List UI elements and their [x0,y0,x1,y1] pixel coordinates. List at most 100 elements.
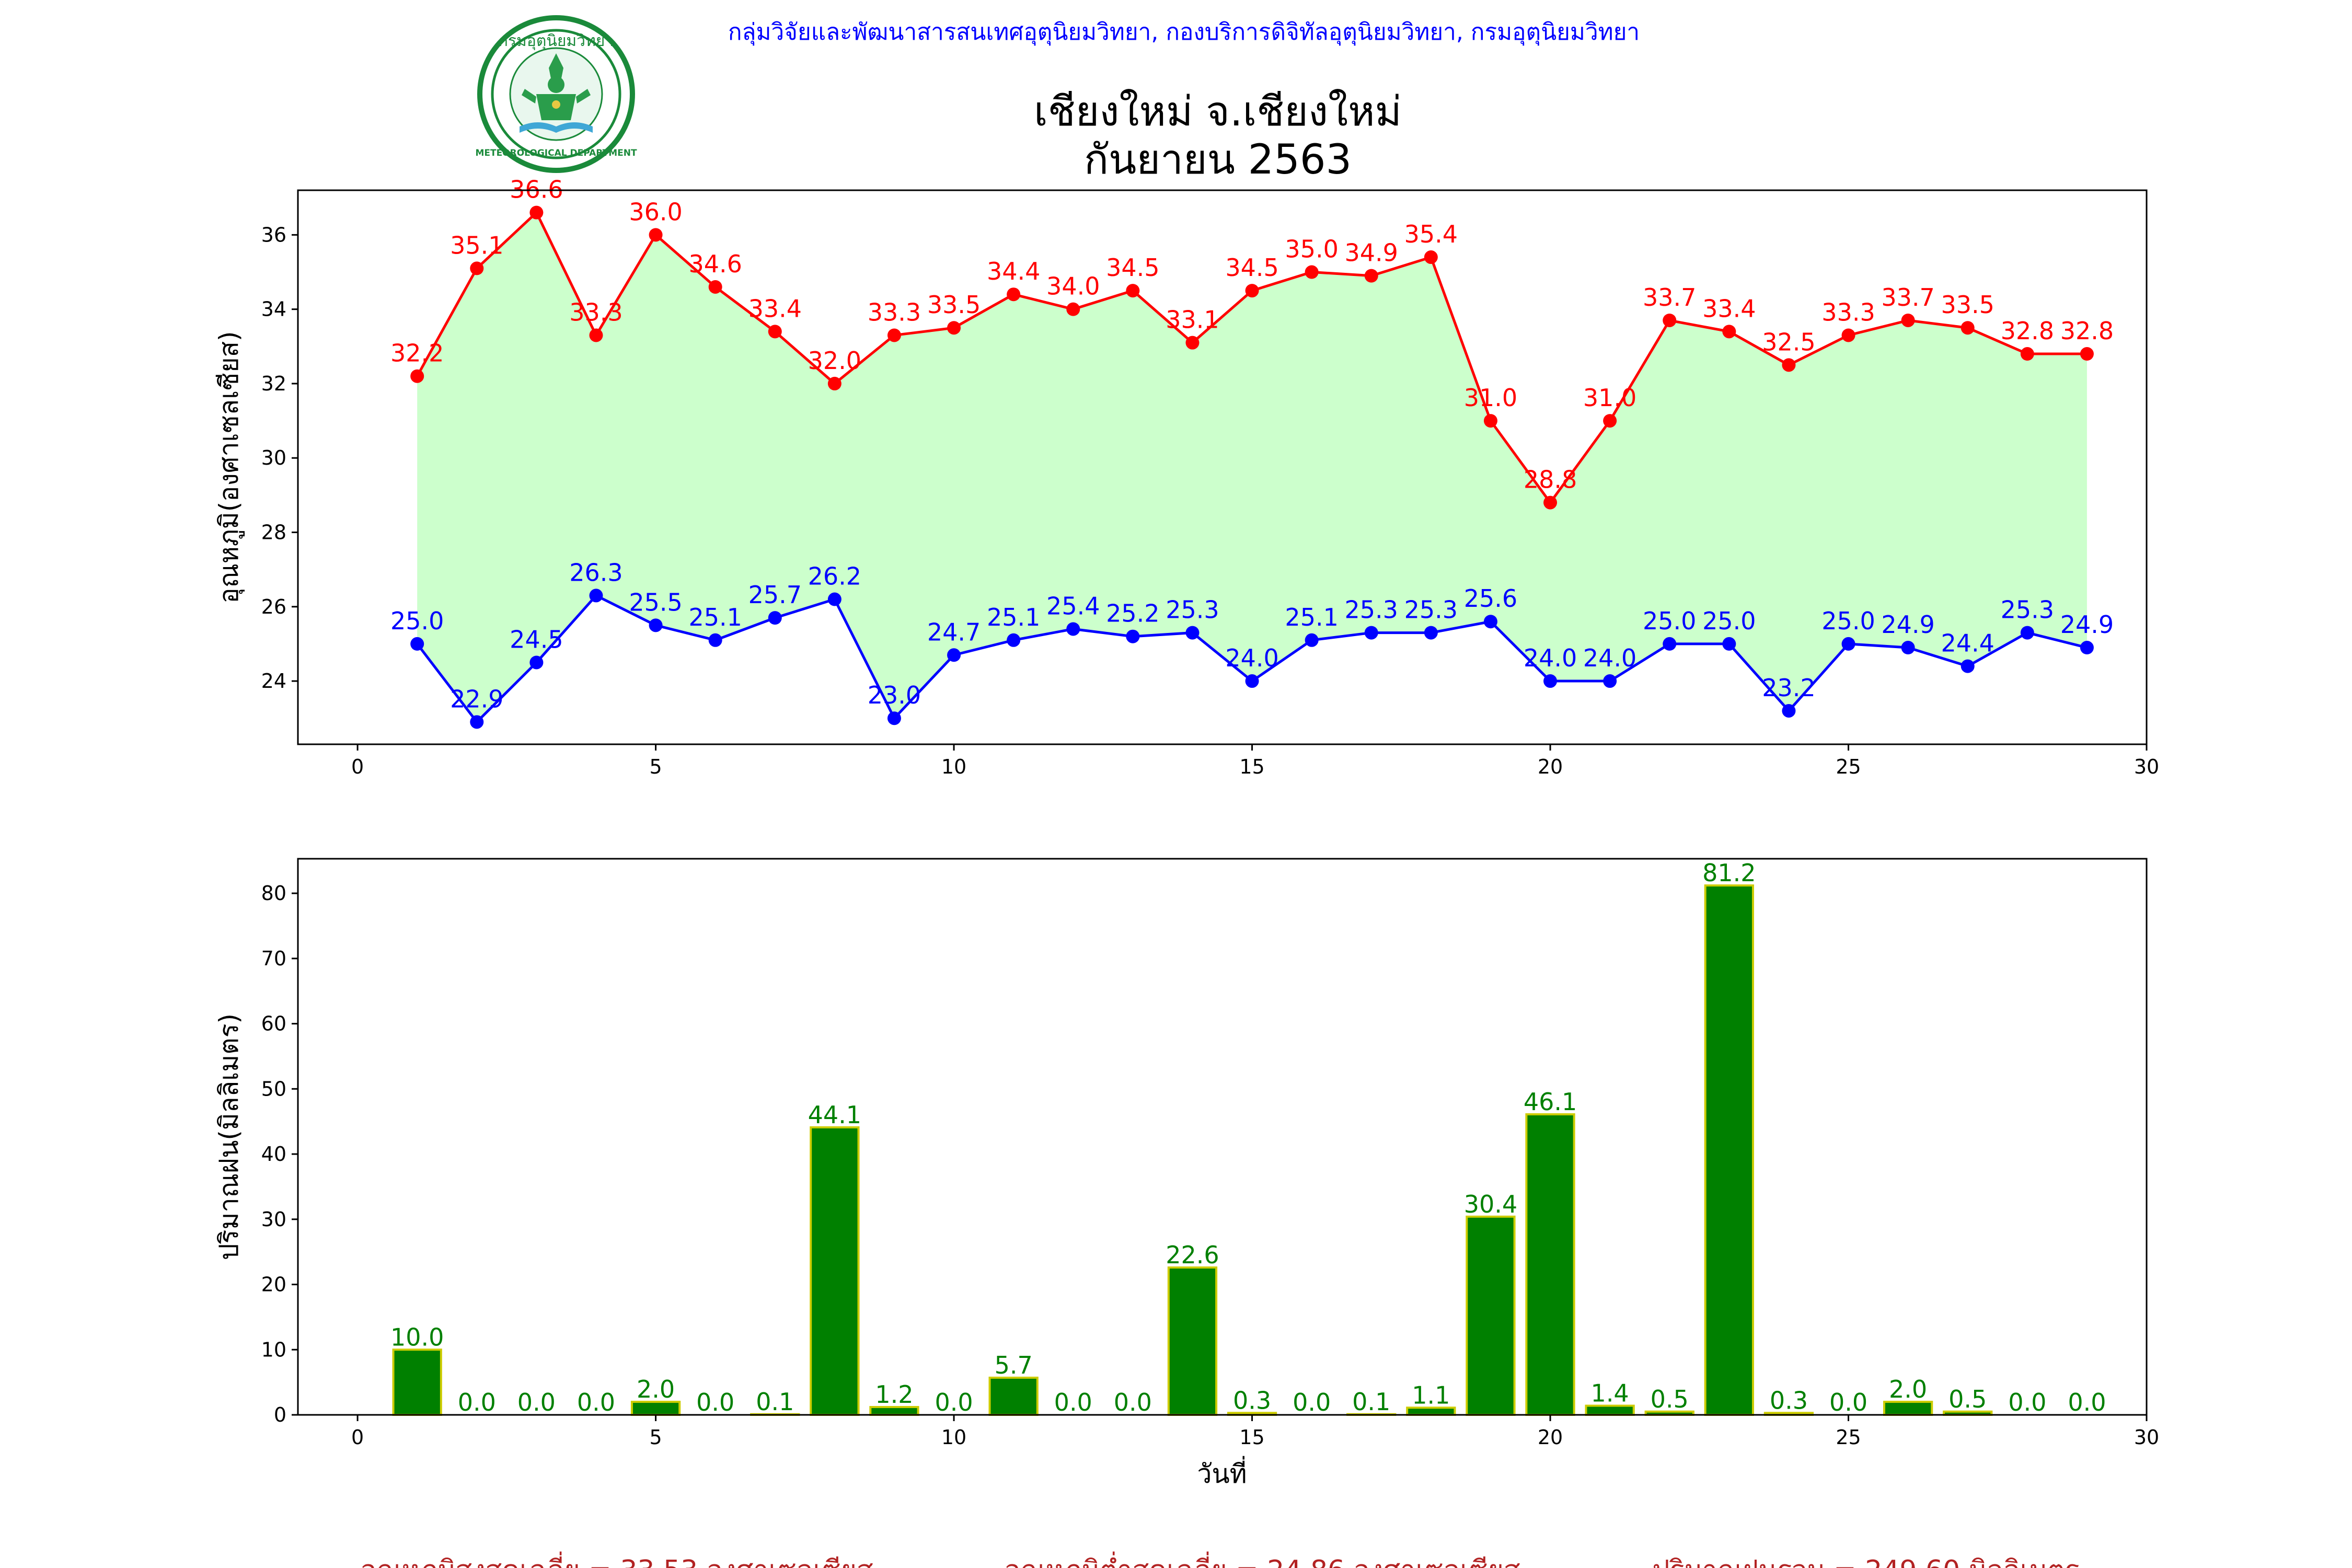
max-temp-label: 32.0 [808,347,861,375]
max-temp-label: 33.3 [1821,298,1875,326]
min-temp-point [1245,674,1259,688]
temperature-plot-frame [297,189,2148,745]
footer-avg-max-temperature: อุณหภูมิสูงสุดเฉลี่ย = 33.53 องศาเซลเซีย… [360,1551,873,1568]
rainfall-value-label: 2.0 [637,1375,675,1403]
rainfall-x-axis-label: วันที่ [1197,1456,1247,1489]
rainfall-value-label: 0.0 [935,1388,973,1416]
min-temp-label: 24.9 [2060,610,2114,639]
min-temp-point [1424,626,1438,640]
min-temp-label: 26.2 [808,562,861,591]
temperature-x-tick-label: 10 [941,755,966,778]
min-temp-label: 22.9 [450,685,503,713]
min-temp-point [1185,626,1200,640]
max-temp-point [1305,265,1319,279]
rainfall-y-tick-label: 80 [261,882,286,905]
min-temp-point [470,715,484,729]
rainfall-value-label: 30.4 [1464,1190,1517,1218]
min-temp-label: 25.5 [629,588,682,616]
min-temp-label: 25.3 [1345,596,1398,624]
max-temp-point [1245,284,1259,298]
temperature-x-tick-label: 20 [1538,755,1563,778]
min-temp-label: 25.6 [1464,584,1517,613]
rainfall-value-label: 0.0 [458,1388,496,1416]
min-temp-point [1603,674,1617,688]
rainfall-x-tick-label: 30 [2134,1426,2159,1449]
max-temp-label: 34.9 [1345,239,1398,267]
rainfall-x-tick-label: 20 [1538,1426,1563,1449]
max-temp-label: 35.1 [450,231,503,259]
rainfall-value-label: 1.1 [1412,1381,1450,1409]
min-temp-point [529,655,544,670]
max-temp-point [768,325,782,339]
rainfall-chart: 10.0 0.0 0.0 0.0 2.0 0.0 0.1 44.1 1.2 0.0 5.7 0.0 0.… [214,858,2159,1489]
min-temp-point [1364,626,1378,640]
min-temp-point [1305,633,1319,647]
max-temp-point [947,321,961,335]
max-temp-point [827,376,841,390]
max-temp-point [1424,250,1438,264]
temperature-y-tick-label: 30 [261,446,286,469]
rainfall-value-label: 10.0 [390,1323,444,1351]
rainfall-x-tick-label: 0 [351,1426,364,1449]
max-temp-point [1364,269,1378,283]
rainfall-value-label: 0.0 [696,1388,734,1416]
rainfall-bar [810,1126,860,1416]
max-temp-point [1126,284,1140,298]
max-temp-label: 32.2 [390,339,444,367]
min-temp-label: 25.1 [688,603,742,631]
rainfall-value-label: 22.6 [1166,1241,1219,1269]
max-temp-point [1722,325,1736,339]
logo-seal-text-top: กรมอุตุนิยมวิทยา [499,32,614,51]
rainfall-value-label: 0.0 [577,1388,615,1416]
rainfall-value-label: 44.1 [808,1101,861,1129]
min-temp-point [768,611,782,625]
temperature-chart: 32.235.136.633.336.034.633.432.033.3 33.5… [214,176,2159,778]
rainfall-value-label: 0.3 [1233,1386,1271,1414]
rainfall-value-label: 1.4 [1591,1379,1629,1408]
min-temp-point [1841,637,1855,651]
rainfall-value-label: 0.0 [517,1388,556,1416]
temperature-x-tick-label: 30 [2134,755,2159,778]
min-temp-point [1007,633,1021,647]
temperature-y-tick-label: 26 [261,595,286,618]
min-temp-label: 25.0 [1821,607,1875,635]
max-temp-label: 34.5 [1106,253,1159,282]
chart-title-month: กันยายน 2563 [1084,136,1352,183]
max-temp-point [1782,358,1796,372]
max-temp-label: 33.1 [1166,306,1219,334]
min-temp-point [827,592,841,606]
min-temp-label: 24.4 [1941,629,1994,658]
max-temp-label: 34.5 [1225,253,1278,282]
temperature-x-tick-label: 5 [649,755,662,778]
min-temp-point [1901,641,1915,655]
max-temp-point [470,261,484,275]
rainfall-value-label: 2.0 [1889,1375,1927,1403]
min-temp-label: 25.7 [748,581,802,609]
rainfall-bar [1167,1266,1218,1416]
rainfall-value-label: 46.1 [1524,1088,1577,1116]
rainfall-y-tick-label: 40 [261,1143,286,1166]
min-temp-point [1663,637,1677,651]
max-temp-label: 33.3 [868,298,921,326]
min-temp-point [2080,641,2094,655]
temperature-x-tick-label: 15 [1239,755,1264,778]
max-temp-point [887,328,901,342]
max-temp-label: 33.5 [1941,291,1994,319]
footer-total-rainfall: ปริมาณฝนรวม = 249.60 มิลลิเมตร [1653,1555,2080,1568]
max-temp-point [589,328,603,342]
rainfall-y-tick-label: 10 [261,1338,286,1361]
min-temp-label: 25.3 [2001,596,2054,624]
max-temp-point [410,369,424,383]
min-temp-label: 24.0 [1583,644,1636,672]
rainfall-y-tick-label: 30 [261,1208,286,1231]
rainfall-plot-frame [297,858,2148,1416]
rainfall-value-label: 1.2 [875,1380,913,1409]
min-temp-point [887,711,901,725]
rainfall-y-tick-label: 20 [261,1273,286,1296]
rainfall-value-label: 0.0 [1114,1388,1152,1416]
max-temp-point [1007,287,1021,302]
min-temp-label: 24.0 [1524,644,1577,672]
rainfall-value-label: 0.0 [2068,1388,2106,1416]
temperature-y-tick-label: 34 [261,298,286,321]
